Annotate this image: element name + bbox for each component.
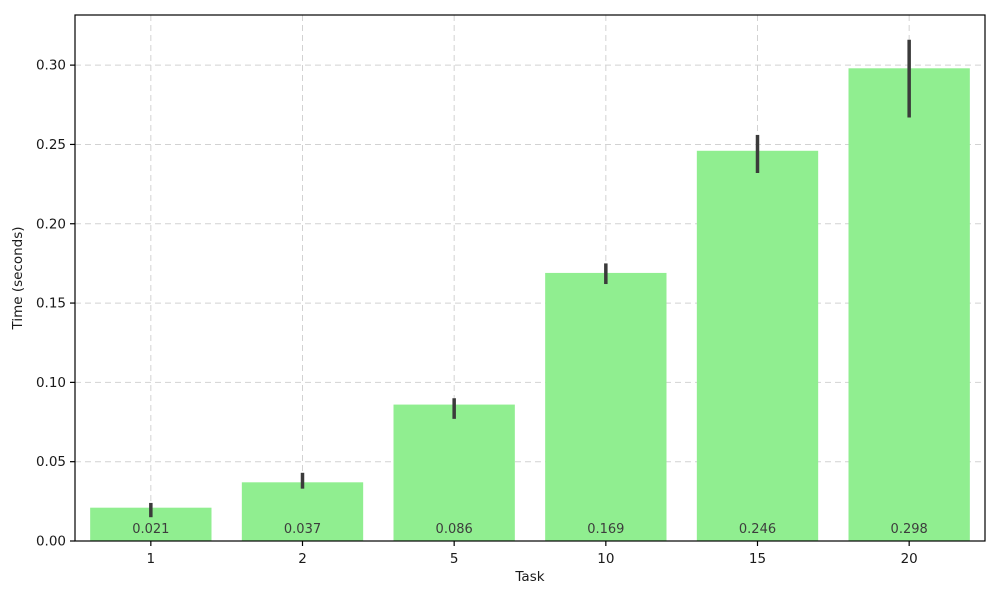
x-axis-label: Task (514, 569, 544, 585)
bar-2 (241, 482, 364, 541)
y-axis-label: Time (seconds) (10, 226, 26, 330)
y-tick-label: 0.10 (36, 375, 66, 391)
y-tick-label: 0.05 (36, 454, 66, 470)
x-tick-label: 2 (298, 551, 307, 567)
bar-value-label: 0.021 (132, 522, 169, 537)
bar-value-labels: 0.021 0.037 0.086 0.169 0.246 0.298 (132, 522, 928, 537)
x-tick-label: 15 (749, 551, 766, 567)
x-tick-label: 5 (450, 551, 459, 567)
bar-value-label: 0.246 (739, 522, 776, 537)
bar-15 (696, 150, 819, 541)
axes-spines (74, 14, 986, 542)
bar-5 (393, 404, 515, 541)
bar-value-label: 0.169 (587, 522, 624, 537)
tick-marks-and-labels: 0.00 0.05 0.10 0.15 0.20 0.25 0.30 1 2 5 10 15 20 (36, 58, 918, 567)
bar-value-label: 0.298 (891, 522, 928, 537)
x-tick-label: 1 (147, 551, 156, 567)
x-tick-label: 20 (901, 551, 918, 567)
bar-10 (545, 272, 667, 541)
bar-value-label: 0.086 (436, 522, 473, 537)
y-tick-label: 0.30 (36, 58, 66, 74)
plot-border (74, 14, 986, 542)
bar-20 (848, 68, 970, 542)
y-tick-label: 0.00 (36, 534, 66, 550)
y-tick-label: 0.20 (36, 216, 66, 232)
bar-value-label: 0.037 (284, 522, 321, 537)
bars (90, 68, 970, 542)
error-bars (149, 39, 911, 518)
y-tick-label: 0.15 (36, 296, 66, 312)
x-tick-label: 10 (597, 551, 614, 567)
y-tick-label: 0.25 (36, 137, 66, 153)
